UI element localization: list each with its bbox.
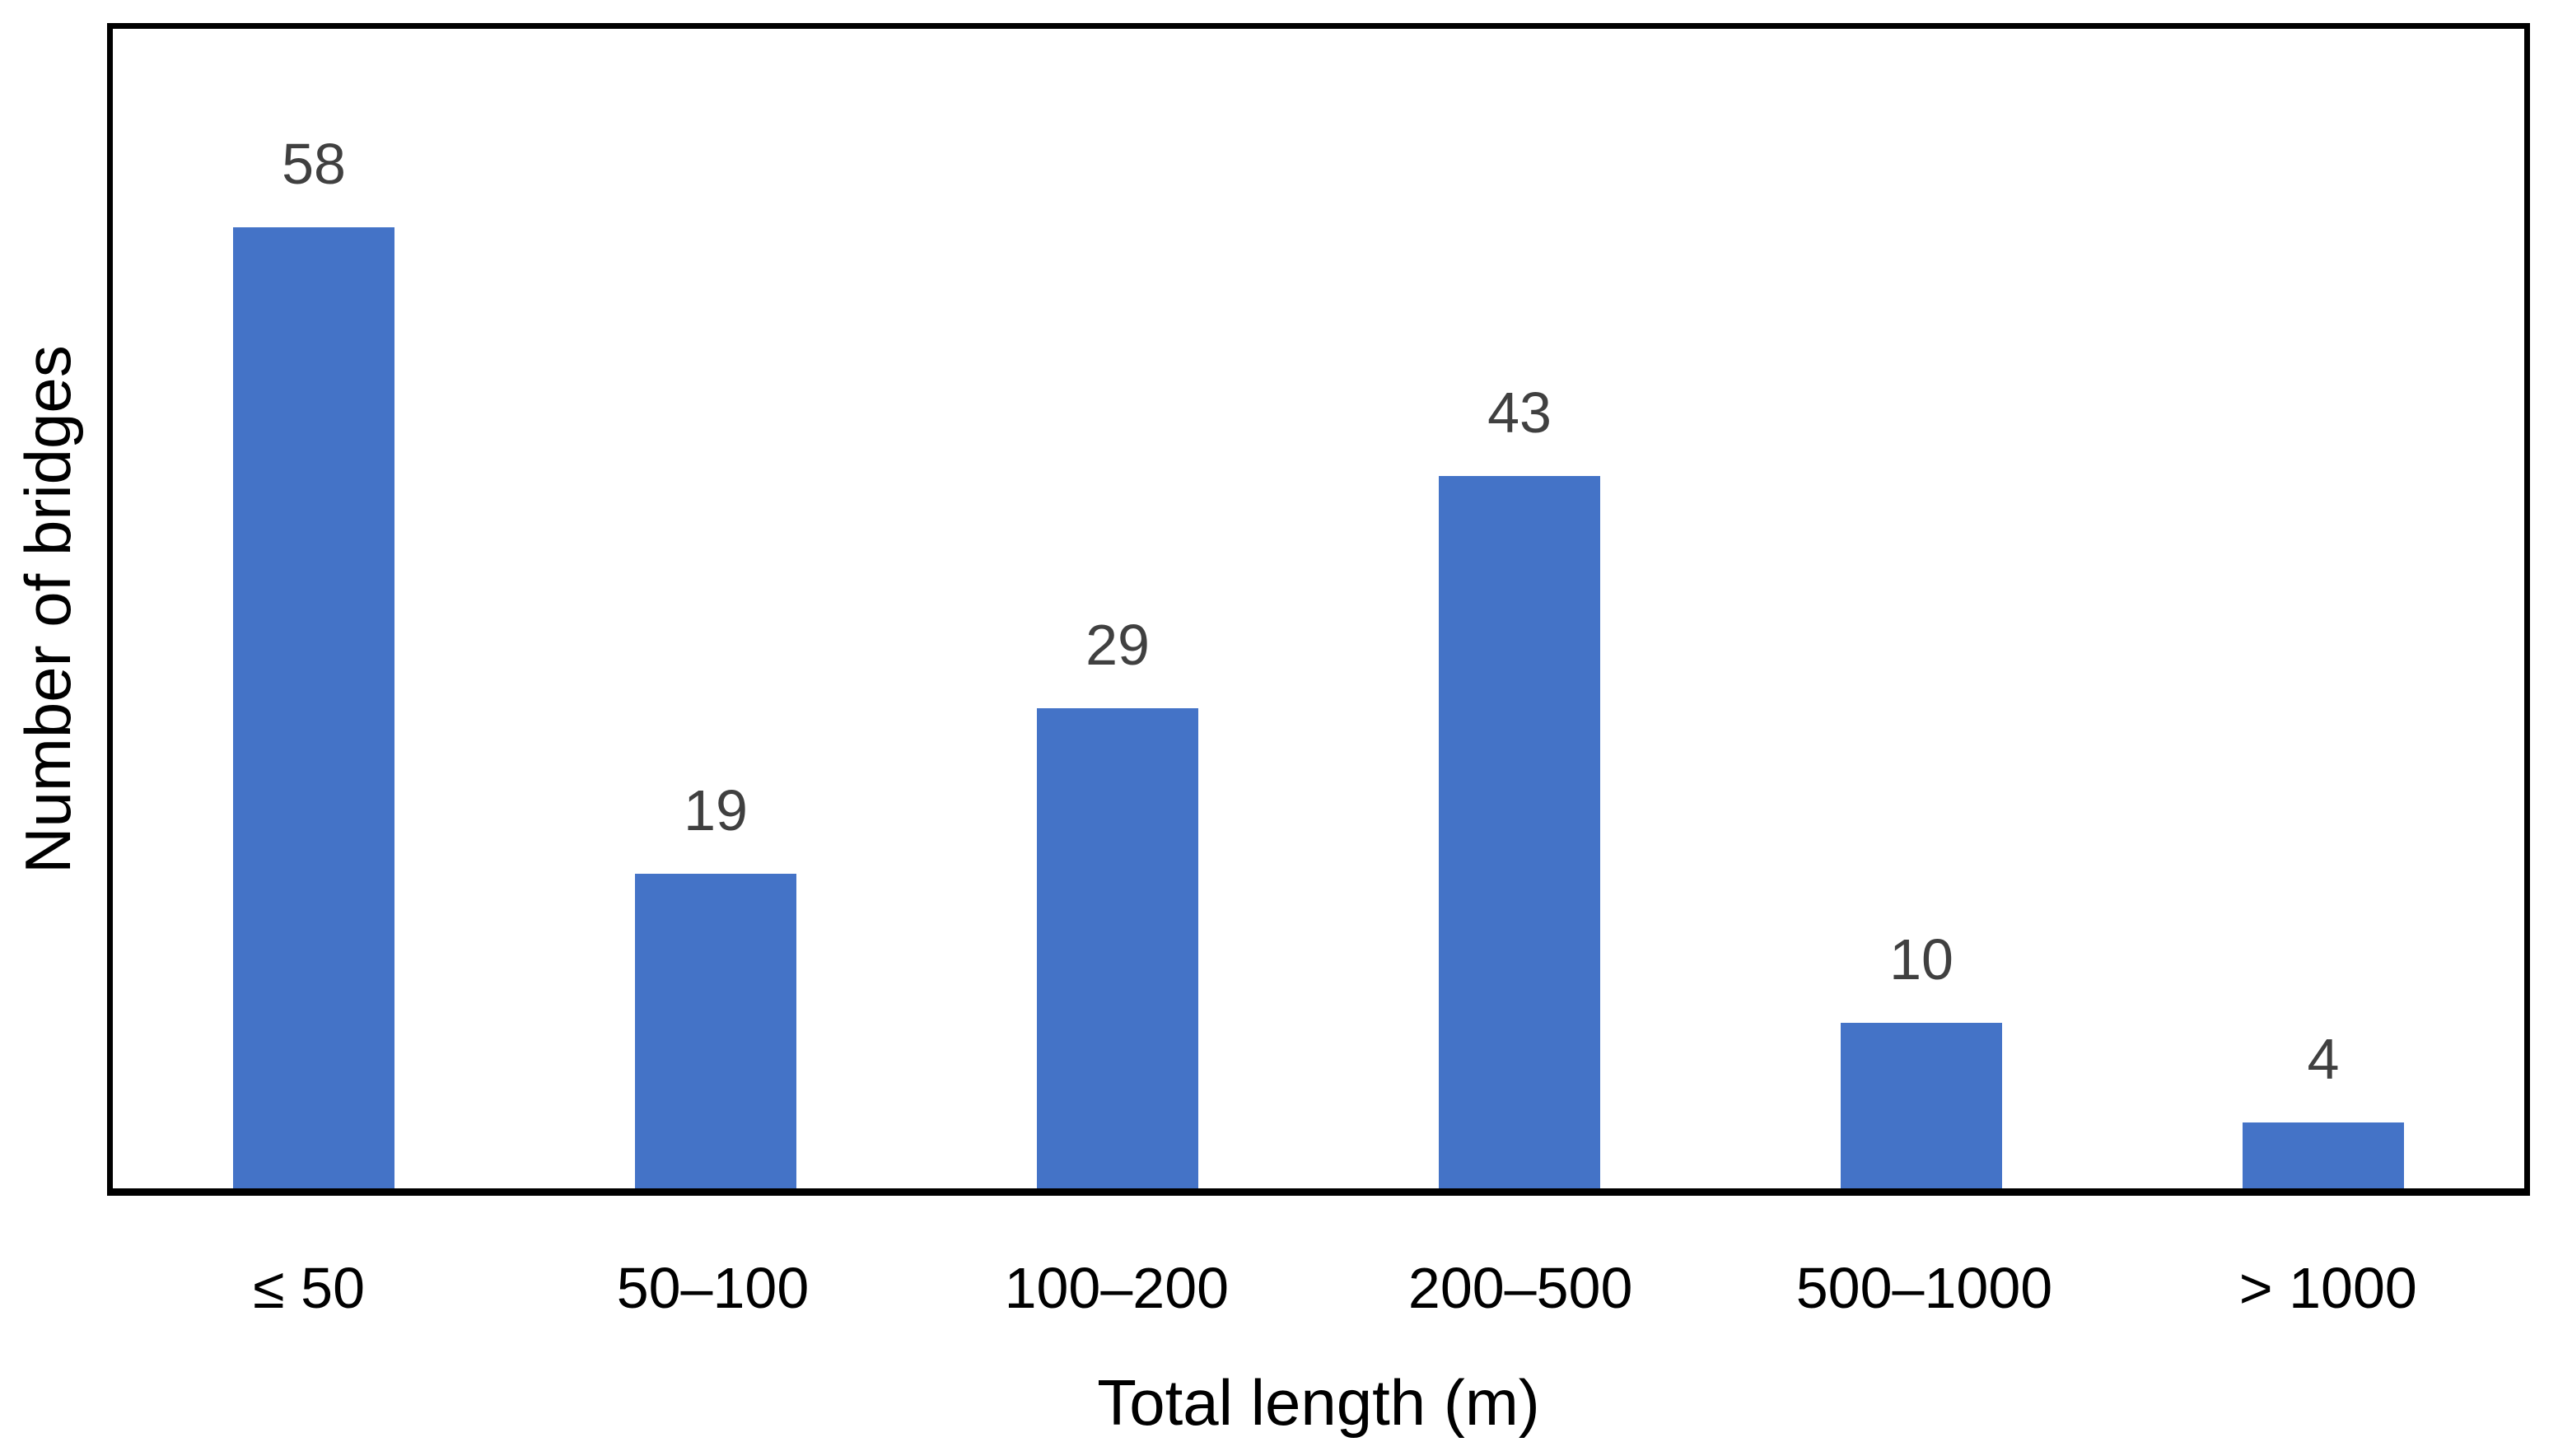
bar-value-label: 29 (1085, 613, 1150, 677)
x-tick-label: ≤ 50 (253, 1256, 366, 1320)
bar-slot: 10 (1720, 931, 2122, 1188)
bar-slot: 58 (113, 135, 515, 1188)
bar (233, 227, 394, 1188)
bar-slot: 29 (917, 616, 1319, 1188)
bar-slot: 4 (2122, 1030, 2524, 1188)
x-axis-tick-labels: ≤ 50 50–100 100–200 200–500 500–1000 > 1000 (107, 1255, 2530, 1322)
bar-value-label: 58 (282, 132, 346, 196)
bar-slot: 19 (515, 782, 917, 1188)
y-axis-title: Number of bridges (12, 345, 84, 874)
plot-area: 58 19 29 43 10 4 (107, 23, 2530, 1196)
x-axis-title: Total length (m) (1097, 1366, 1540, 1439)
x-tick-label: 50–100 (616, 1256, 810, 1320)
bar (1439, 476, 1600, 1188)
x-tick-label: 100–200 (1004, 1256, 1230, 1320)
bar-value-label: 4 (2307, 1027, 2340, 1091)
bar-value-label: 10 (1889, 927, 1954, 992)
x-tick-label: > 1000 (2238, 1256, 2417, 1320)
bar (1841, 1023, 2002, 1188)
bar-slot: 43 (1319, 384, 1720, 1188)
bar-value-label: 43 (1487, 380, 1552, 445)
x-tick-label: 200–500 (1407, 1256, 1633, 1320)
bar (635, 874, 796, 1188)
bars-container: 58 19 29 43 10 4 (113, 29, 2524, 1188)
bar (1037, 708, 1198, 1188)
x-tick-label: 500–1000 (1795, 1256, 2053, 1320)
bar (2243, 1122, 2404, 1188)
bar-value-label: 19 (684, 778, 748, 842)
